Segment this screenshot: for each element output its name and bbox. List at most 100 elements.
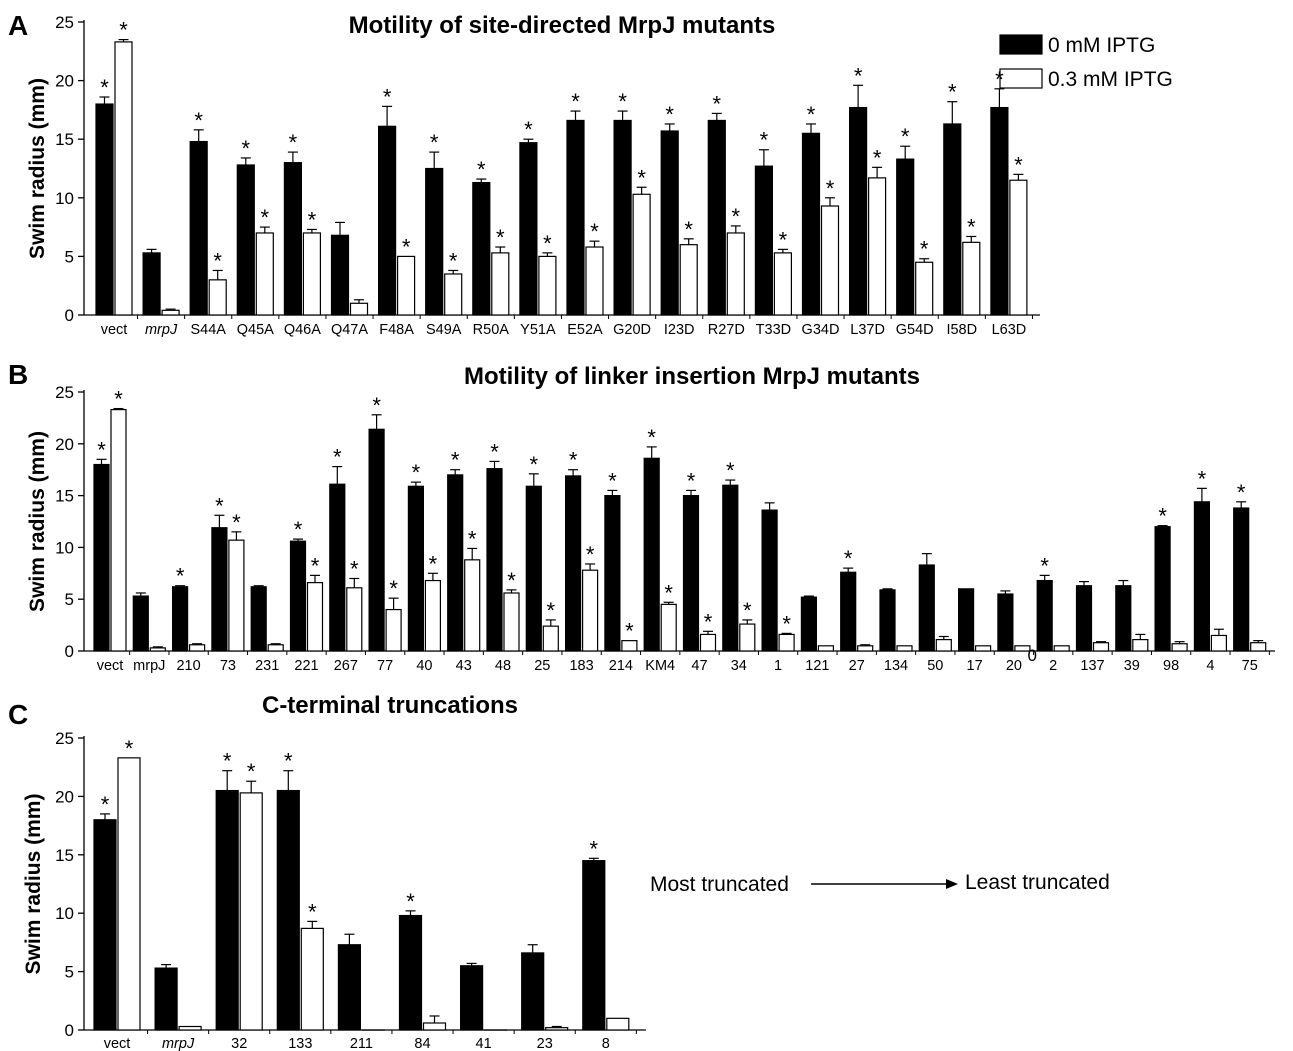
bar-03mM-S44A bbox=[208, 279, 227, 316]
significance-star: * bbox=[333, 445, 342, 470]
significance-star: * bbox=[524, 117, 533, 142]
bar-03mM-137 bbox=[1092, 642, 1110, 652]
category-label-R27D: R27D bbox=[708, 322, 745, 338]
category-label-Q45A: Q45A bbox=[237, 322, 274, 338]
category-label-73: 73 bbox=[220, 658, 236, 674]
significance-star: * bbox=[223, 749, 232, 774]
bar-03mM-214 bbox=[621, 640, 638, 652]
bar-03mM-KM4 bbox=[660, 603, 677, 652]
significance-star: * bbox=[289, 130, 298, 155]
bar-03mM-183 bbox=[581, 569, 599, 652]
category-label-221: 221 bbox=[294, 658, 318, 674]
significance-star: * bbox=[372, 393, 381, 418]
least-truncated-label: Least truncated bbox=[965, 871, 1110, 894]
bar-03mM-4 bbox=[1210, 634, 1228, 652]
category-label-50: 50 bbox=[927, 658, 943, 674]
panel-c: C C-terminal truncations bbox=[8, 692, 518, 730]
category-label-27: 27 bbox=[849, 658, 865, 674]
bar-0mM-48 bbox=[486, 468, 503, 652]
bar-03mM-F48A bbox=[397, 255, 416, 316]
bar-0mM-17 bbox=[957, 588, 975, 652]
bar-0mM-221 bbox=[289, 540, 307, 652]
bar-03mM-vect bbox=[117, 757, 141, 1031]
bar-0mM-mrpJ bbox=[142, 252, 161, 316]
bar-0mM-vect bbox=[95, 103, 114, 316]
significance-star: * bbox=[308, 899, 317, 924]
bar-0mM-vect bbox=[93, 819, 117, 1031]
category-label-34: 34 bbox=[731, 658, 747, 674]
bar-03mM-98 bbox=[1171, 643, 1188, 652]
category-label-2: 2 bbox=[1049, 658, 1057, 674]
bar-0mM-134 bbox=[879, 589, 896, 652]
significance-star: * bbox=[779, 227, 788, 252]
bar-0mM-G20D bbox=[613, 119, 632, 316]
significance-star: * bbox=[429, 551, 438, 576]
y-tick-label: 5 bbox=[65, 963, 74, 982]
category-label-4: 4 bbox=[1206, 658, 1214, 674]
bar-03mM-121 bbox=[817, 645, 835, 652]
y-tick-label: 20 bbox=[55, 72, 74, 91]
legend-swatch-white bbox=[999, 68, 1043, 89]
y-tick-label: 0 bbox=[65, 642, 74, 661]
bar-0mM-32 bbox=[215, 789, 239, 1031]
category-label-L63D: L63D bbox=[992, 322, 1027, 338]
category-label-133: 133 bbox=[288, 1036, 312, 1051]
legend-label-white: 0.3 mM IPTG bbox=[1048, 68, 1173, 91]
category-label-39: 39 bbox=[1124, 658, 1140, 674]
bar-0mM-77 bbox=[368, 428, 385, 652]
bar-03mM-G20D bbox=[632, 193, 651, 316]
category-label-121: 121 bbox=[805, 658, 829, 674]
category-label-vect: vect bbox=[104, 1036, 131, 1051]
bar-0mM-L37D bbox=[848, 106, 868, 316]
panel-b-title: Motility of linker insertion MrpJ mutant… bbox=[464, 363, 920, 390]
significance-star: * bbox=[215, 493, 224, 518]
y-tick-label: 15 bbox=[55, 487, 74, 506]
category-label-84: 84 bbox=[414, 1036, 430, 1051]
bar-0mM-S44A bbox=[189, 140, 208, 316]
y-tick-label: 5 bbox=[65, 247, 74, 266]
bar-0mM-121 bbox=[800, 596, 818, 652]
significance-star: * bbox=[590, 219, 599, 244]
significance-star: * bbox=[713, 91, 722, 116]
significance-star: * bbox=[1158, 504, 1167, 529]
bar-03mM-R50A bbox=[491, 252, 510, 316]
bar-03mM-Q45A bbox=[255, 232, 274, 316]
significance-star: * bbox=[490, 439, 499, 464]
bar-0mM-40 bbox=[407, 485, 424, 652]
bar-0mM-Q46A bbox=[283, 162, 302, 316]
panel-letter-a: A bbox=[8, 10, 28, 41]
bar-03mM-R27D bbox=[726, 232, 745, 316]
category-label-210: 210 bbox=[176, 658, 200, 674]
significance-star: * bbox=[530, 452, 539, 477]
category-label-S49A: S49A bbox=[426, 322, 462, 338]
bar-0mM-R50A bbox=[472, 181, 491, 316]
category-label-Q47A: Q47A bbox=[331, 322, 368, 338]
bar-03mM-73 bbox=[228, 539, 245, 652]
bar-0mM-34 bbox=[722, 484, 739, 652]
bar-0mM-Q47A bbox=[330, 234, 350, 316]
bar-03mM-210 bbox=[189, 644, 206, 652]
significance-star: * bbox=[125, 736, 134, 761]
significance-star: * bbox=[101, 792, 110, 817]
category-label-43: 43 bbox=[456, 658, 472, 674]
bar-03mM-I58D bbox=[962, 241, 981, 316]
extra-axis-label: 0 bbox=[1027, 646, 1036, 665]
significance-star: * bbox=[844, 546, 853, 571]
bar-0mM-133 bbox=[276, 789, 300, 1031]
significance-star: * bbox=[726, 458, 735, 483]
bar-03mM-43 bbox=[464, 559, 481, 652]
panel-letter-b: B bbox=[8, 359, 28, 390]
bar-0mM-KM4 bbox=[643, 457, 660, 652]
significance-star: * bbox=[430, 130, 439, 155]
bar-03mM-221 bbox=[306, 582, 324, 652]
significance-star: * bbox=[477, 157, 486, 182]
bar-0mM-73 bbox=[211, 527, 228, 652]
y-tick-label: 25 bbox=[55, 13, 74, 32]
bar-0mM-L63D bbox=[990, 106, 1009, 316]
bar-03mM-133 bbox=[300, 927, 324, 1031]
y-axis-label: Swim radius (mm) bbox=[26, 431, 49, 612]
significance-star: * bbox=[402, 234, 411, 259]
bar-03mM-Q46A bbox=[302, 232, 321, 316]
significance-star: * bbox=[412, 460, 421, 485]
